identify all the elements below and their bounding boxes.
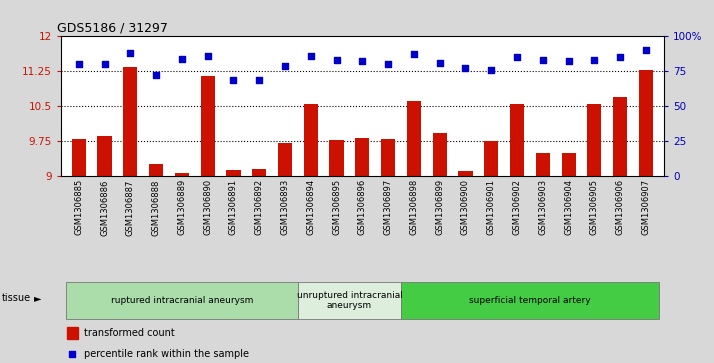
Text: GSM1306889: GSM1306889 bbox=[177, 179, 186, 236]
Text: GSM1306890: GSM1306890 bbox=[203, 179, 212, 235]
Text: GSM1306903: GSM1306903 bbox=[538, 179, 548, 235]
Bar bbox=[356, 138, 369, 176]
Text: superficial temporal artery: superficial temporal artery bbox=[469, 296, 590, 305]
Bar bbox=[484, 141, 498, 176]
Bar bbox=[226, 171, 241, 176]
Text: ►: ► bbox=[34, 293, 42, 303]
Bar bbox=[458, 171, 473, 176]
Bar bbox=[329, 140, 343, 176]
Bar bbox=[278, 143, 292, 176]
Bar bbox=[149, 164, 164, 176]
Text: GSM1306906: GSM1306906 bbox=[615, 179, 625, 235]
Point bbox=[486, 67, 497, 73]
Bar bbox=[252, 168, 266, 176]
Point bbox=[356, 58, 368, 64]
Text: GSM1306898: GSM1306898 bbox=[409, 179, 418, 236]
Bar bbox=[613, 97, 628, 176]
Point bbox=[511, 54, 523, 60]
Bar bbox=[407, 101, 421, 176]
Point bbox=[66, 351, 78, 357]
Point bbox=[228, 77, 239, 82]
Bar bbox=[175, 173, 189, 176]
Point bbox=[537, 57, 548, 63]
Text: percentile rank within the sample: percentile rank within the sample bbox=[84, 349, 248, 359]
Point bbox=[408, 52, 420, 57]
Point bbox=[588, 57, 600, 63]
Point bbox=[434, 60, 446, 66]
Point bbox=[563, 58, 574, 64]
Text: tissue: tissue bbox=[1, 293, 31, 303]
Bar bbox=[66, 282, 298, 319]
Bar bbox=[510, 104, 524, 176]
Text: GSM1306905: GSM1306905 bbox=[590, 179, 599, 235]
Point bbox=[305, 53, 316, 59]
Bar bbox=[298, 282, 401, 319]
Point bbox=[151, 73, 162, 78]
Text: GSM1306901: GSM1306901 bbox=[487, 179, 496, 235]
Bar bbox=[639, 70, 653, 176]
Point bbox=[279, 63, 291, 69]
Point bbox=[124, 50, 136, 56]
Text: GSM1306900: GSM1306900 bbox=[461, 179, 470, 235]
Bar bbox=[124, 66, 137, 176]
Point bbox=[73, 61, 84, 67]
Bar bbox=[401, 282, 659, 319]
Text: GSM1306897: GSM1306897 bbox=[383, 179, 393, 236]
Bar bbox=[536, 153, 550, 176]
Bar bbox=[561, 153, 575, 176]
Text: GSM1306896: GSM1306896 bbox=[358, 179, 367, 236]
Text: ruptured intracranial aneurysm: ruptured intracranial aneurysm bbox=[111, 296, 253, 305]
Text: GDS5186 / 31297: GDS5186 / 31297 bbox=[57, 21, 168, 34]
Bar bbox=[97, 136, 111, 176]
Point bbox=[176, 56, 188, 62]
Text: GSM1306899: GSM1306899 bbox=[436, 179, 444, 235]
Text: GSM1306904: GSM1306904 bbox=[564, 179, 573, 235]
Text: GSM1306887: GSM1306887 bbox=[126, 179, 135, 236]
Text: GSM1306902: GSM1306902 bbox=[513, 179, 521, 235]
Text: GSM1306893: GSM1306893 bbox=[281, 179, 289, 236]
Point bbox=[202, 53, 213, 59]
Point bbox=[253, 77, 265, 82]
Point bbox=[615, 54, 626, 60]
Text: GSM1306892: GSM1306892 bbox=[255, 179, 263, 235]
Text: GSM1306891: GSM1306891 bbox=[229, 179, 238, 235]
Text: GSM1306885: GSM1306885 bbox=[74, 179, 84, 236]
Text: GSM1306907: GSM1306907 bbox=[641, 179, 650, 235]
Bar bbox=[588, 104, 601, 176]
Point bbox=[460, 66, 471, 72]
Point bbox=[640, 47, 652, 53]
Point bbox=[331, 57, 342, 63]
Text: GSM1306886: GSM1306886 bbox=[100, 179, 109, 236]
Text: GSM1306894: GSM1306894 bbox=[306, 179, 316, 235]
Bar bbox=[303, 104, 318, 176]
Bar bbox=[381, 139, 396, 176]
Bar bbox=[71, 139, 86, 176]
Point bbox=[383, 61, 394, 67]
Point bbox=[99, 61, 110, 67]
Bar bbox=[201, 76, 215, 176]
Text: transformed count: transformed count bbox=[84, 328, 174, 338]
Text: GSM1306895: GSM1306895 bbox=[332, 179, 341, 235]
Bar bbox=[66, 327, 78, 339]
Text: GSM1306888: GSM1306888 bbox=[151, 179, 161, 236]
Bar bbox=[433, 133, 447, 176]
Text: unruptured intracranial
aneurysm: unruptured intracranial aneurysm bbox=[296, 291, 403, 310]
